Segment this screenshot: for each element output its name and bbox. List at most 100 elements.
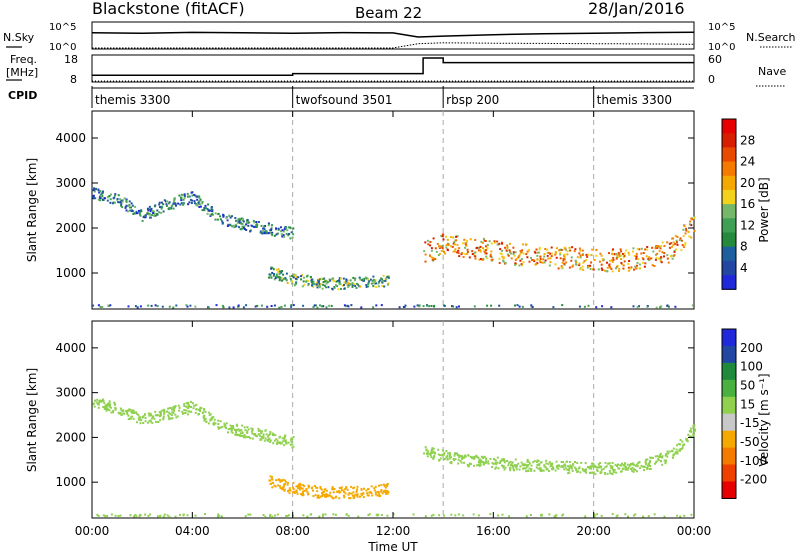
echo-cell [581, 265, 584, 268]
freq-line [92, 57, 694, 77]
echo-cell [373, 489, 376, 492]
echo-cell [324, 496, 327, 498]
echo-cell [279, 277, 282, 280]
echo-cell [246, 219, 249, 222]
echo-cell [475, 454, 478, 457]
echo-cell [372, 282, 375, 285]
echo-cell [353, 496, 356, 499]
echo-cell [686, 440, 689, 443]
echo-cell [106, 199, 109, 202]
echo-cell [324, 280, 327, 283]
echo-cell [275, 227, 277, 230]
echo-cell [507, 254, 510, 257]
echo-cell [259, 231, 262, 234]
echo-cell [143, 215, 146, 217]
echo-cell [251, 428, 254, 431]
echo-cell [597, 463, 600, 466]
echo-cell [673, 254, 676, 257]
echo-cell [519, 259, 522, 262]
echo-cell [188, 410, 191, 413]
colorbar-swatch [722, 275, 736, 290]
echo-cell [644, 248, 647, 251]
echo-cell [606, 261, 608, 264]
echo-cell [473, 464, 476, 467]
echo-cell [96, 398, 99, 401]
echo-cell [500, 253, 503, 255]
echo-cell [332, 513, 335, 516]
echo-cell [221, 220, 224, 223]
echo-cell [159, 514, 162, 517]
echo-cell [331, 287, 334, 290]
echo-cell [236, 424, 239, 427]
echo-cell [635, 463, 638, 466]
echo-cell [692, 434, 695, 437]
echo-cell [675, 448, 678, 451]
colorbar-swatch [722, 447, 736, 465]
echo-cell [614, 463, 617, 466]
echo-cell [628, 253, 631, 256]
echo-cell [251, 437, 254, 440]
echo-cell [383, 285, 386, 288]
echo-cell [338, 490, 341, 492]
echo-cell [451, 236, 454, 239]
echo-cell [152, 212, 155, 214]
echo-cell [604, 466, 607, 469]
echo-cell [684, 243, 687, 246]
echo-cell [216, 515, 219, 518]
echo-cell [668, 246, 671, 249]
echo-cell [286, 281, 289, 284]
echo-cell [186, 514, 189, 517]
echo-cell [269, 431, 272, 433]
echo-cell [540, 461, 543, 464]
echo-cell [108, 409, 111, 412]
echo-cell [457, 458, 460, 461]
echo-cell [538, 259, 541, 262]
echo-cell [576, 256, 579, 259]
echo-cell [307, 493, 310, 496]
echo-cell [281, 270, 283, 272]
echo-cell [504, 262, 507, 265]
echo-cell [483, 239, 486, 242]
echo-cell [640, 464, 643, 467]
echo-cell [661, 456, 664, 459]
echo-cell [106, 407, 109, 410]
echo-cell [208, 209, 210, 212]
echo-cell [293, 490, 296, 493]
echo-cell [674, 242, 677, 245]
echo-cell [309, 513, 312, 516]
echo-cell [515, 258, 518, 260]
echo-cell [489, 457, 492, 460]
echo-cell [659, 257, 662, 260]
echo-cell [128, 408, 131, 411]
echo-cell [92, 189, 95, 192]
echo-cell [220, 515, 223, 518]
echo-cell [543, 465, 546, 468]
echo-cell [540, 513, 543, 516]
echo-cell [270, 305, 273, 307]
echo-cell [652, 250, 655, 253]
echo-cell [287, 226, 290, 229]
echo-cell [289, 275, 292, 278]
echo-cell [661, 241, 664, 244]
echo-cell [479, 462, 482, 465]
echo-cell [314, 494, 317, 497]
echo-cell [199, 410, 202, 413]
echo-cell [114, 408, 117, 411]
echo-cell [102, 406, 105, 409]
echo-cell [129, 206, 132, 209]
echo-cell [94, 197, 97, 200]
echo-cell [99, 199, 101, 202]
echo-cell [666, 254, 669, 257]
echo-cell [477, 464, 480, 466]
echo-cell [636, 264, 638, 267]
echo-cell [302, 484, 305, 487]
echo-cell [622, 264, 625, 267]
echo-cell [454, 250, 457, 253]
echo-cell [186, 413, 189, 416]
echo-cell [499, 462, 501, 464]
echo-cell [273, 234, 276, 237]
echo-cell [430, 305, 433, 307]
echo-cell [198, 195, 201, 198]
echo-cell [659, 260, 662, 263]
echo-cell [350, 492, 353, 495]
